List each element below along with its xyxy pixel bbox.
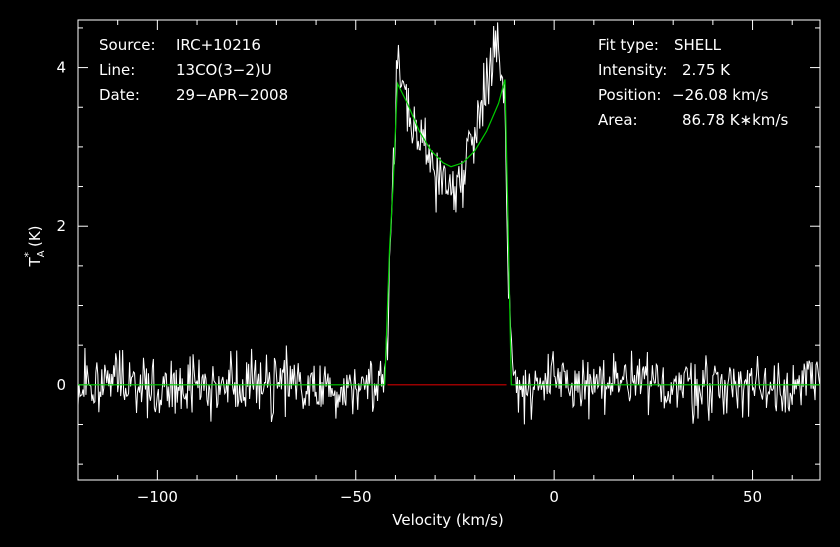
data-lines [77, 22, 821, 425]
intensity-value: 2.75 K [682, 61, 731, 79]
x-tick-label: −100 [137, 488, 178, 506]
axis-ticks: −100 −50 0 50 0 2 4 [56, 20, 820, 506]
plot-frame [77, 19, 821, 481]
source-key: Source: [99, 36, 156, 54]
y-tick-label: 2 [56, 217, 66, 235]
shell-fit-line [78, 79, 820, 386]
y-tick-label: 4 [56, 59, 66, 77]
source-value: IRC+10216 [176, 36, 261, 54]
area-value: 86.78 K∗km/s [682, 111, 788, 129]
axes-frame [77, 19, 821, 481]
date-value: 29−APR−2008 [176, 86, 288, 104]
x-tick-label: −50 [340, 488, 372, 506]
area-key: Area: [598, 111, 638, 129]
y-axis-label-subscript: A [36, 250, 47, 257]
y-axis-label-superscript: * [22, 252, 35, 258]
x-axis-label: Velocity (km/s) [392, 511, 503, 529]
y-axis-label-symbol: T [26, 257, 44, 268]
info-right: Fit type: SHELL Intensity: 2.75 K Positi… [598, 36, 788, 129]
svg-text:TA*(K): TA* (K) [22, 225, 47, 267]
y-axis-label: TA* (K) [22, 225, 47, 267]
y-tick-label: 0 [56, 376, 66, 394]
position-key: Position: [598, 86, 661, 104]
spectrum-line [77, 22, 821, 425]
position-value: −26.08 km/s [672, 86, 769, 104]
line-value: 13CO(3−2)U [176, 61, 272, 79]
x-tick-label: 0 [549, 488, 559, 506]
x-tick-label: 50 [743, 488, 762, 506]
date-key: Date: [99, 86, 140, 104]
fit-type-key: Fit type: [598, 36, 659, 54]
intensity-key: Intensity: [598, 61, 667, 79]
line-key: Line: [99, 61, 135, 79]
fit-type-value: SHELL [674, 36, 722, 54]
info-left: Source: IRC+10216 Line: 13CO(3−2)U Date:… [99, 36, 288, 104]
y-axis-label-unit: (K) [26, 225, 44, 247]
